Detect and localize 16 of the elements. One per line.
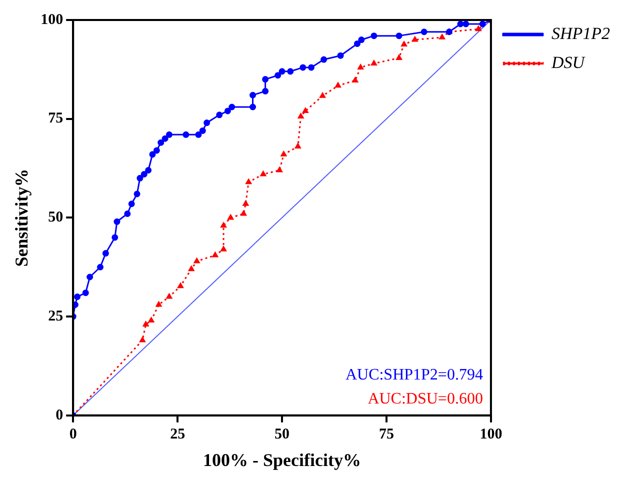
annotation: AUC:DSU=0.600: [368, 390, 483, 408]
legend-label: SHP1P2: [551, 24, 610, 43]
x-axis-title: 100% - Specificity%: [203, 450, 362, 470]
y-tick-label: 0: [56, 407, 64, 424]
x-tick-label: 50: [274, 426, 290, 442]
y-tick-label: 50: [48, 210, 64, 226]
x-tick-label: 75: [378, 426, 394, 442]
annotation: AUC:SHP1P2=0.794: [345, 366, 483, 384]
y-tick-label: 75: [48, 110, 64, 127]
x-tick-label: 100: [480, 426, 502, 442]
x-tick-label: 25: [170, 426, 186, 442]
y-tick-label: 100: [40, 12, 64, 28]
y-tick-label: 25: [48, 308, 64, 324]
y-axis-title: Sensitivity%: [11, 168, 32, 267]
legend-label: DSU: [550, 52, 586, 72]
x-tick-label: 0: [69, 426, 77, 442]
